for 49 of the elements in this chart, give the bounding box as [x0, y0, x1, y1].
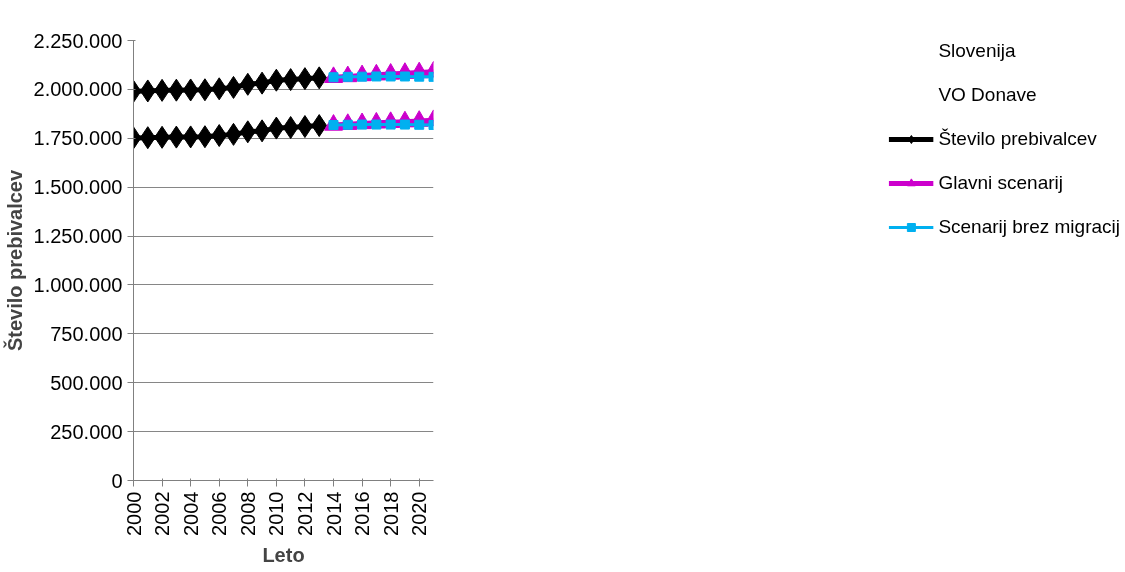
text: Slovenija	[938, 40, 1016, 62]
y-tick-label: 1.500.000	[33, 176, 123, 199]
x-tick-label: 2000	[122, 491, 145, 536]
point	[282, 116, 299, 140]
y-tick-label: 250.000	[50, 420, 123, 443]
x-tick-label: 2006	[208, 491, 231, 536]
x-tick-label: 2008	[236, 491, 259, 536]
x-tick-label: 2002	[151, 491, 174, 536]
point	[414, 71, 425, 82]
x-tick-label: 2004	[179, 491, 202, 536]
legend-label: Scenarij brez migracij	[938, 216, 1120, 238]
x-tick-label: 2012	[293, 491, 316, 536]
point	[182, 125, 199, 149]
legend-label: Glavni scenarij	[938, 172, 1063, 194]
x-tick-label: 2018	[379, 491, 402, 536]
point	[225, 122, 242, 146]
x-tick-label: 2014	[322, 491, 345, 536]
y-tick-label: 1.000.000	[33, 273, 123, 296]
point	[168, 125, 185, 149]
y-tick-label: 2.000.000	[33, 78, 123, 101]
y-axis-title: Število prebivalcev	[2, 169, 26, 352]
point	[139, 126, 156, 150]
point	[139, 79, 156, 103]
y-tick-label: 1.250.000	[33, 225, 123, 248]
text: VO Donave	[938, 84, 1037, 106]
point	[268, 116, 285, 140]
point	[282, 68, 299, 92]
point	[182, 78, 199, 102]
point	[168, 78, 185, 102]
point	[239, 120, 256, 144]
point	[399, 71, 410, 82]
point	[239, 72, 256, 96]
y-tick-label: 500.000	[50, 371, 123, 394]
point	[225, 75, 242, 99]
point	[211, 77, 228, 101]
x-axis-title: Leto	[262, 543, 305, 566]
y-tick-label: 0	[111, 469, 123, 492]
y-tick-label: 750.000	[50, 322, 123, 345]
x-tick-label: 2020	[408, 491, 431, 536]
point	[211, 124, 228, 148]
x-tick-label: 2016	[351, 491, 374, 536]
point	[311, 66, 328, 90]
y-tick-label: 2.250.000	[33, 29, 123, 52]
point	[414, 119, 425, 130]
legend-label: Število prebivalcev	[938, 128, 1097, 150]
y-tick-label: 1.750.000	[33, 127, 123, 150]
x-tick-label: 2010	[265, 491, 288, 536]
point	[311, 114, 328, 138]
point	[268, 68, 285, 92]
